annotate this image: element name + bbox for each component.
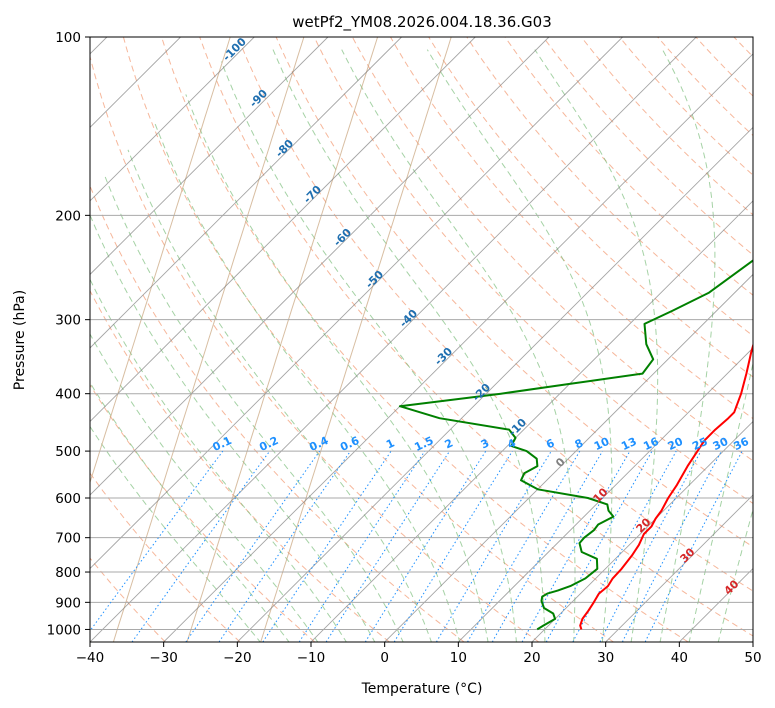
mixing-ratio-label: 13 bbox=[619, 435, 638, 453]
reference-curve bbox=[112, 37, 305, 642]
isotherm bbox=[237, 126, 753, 642]
isotherm bbox=[458, 347, 753, 642]
moist-adiabat bbox=[90, 425, 261, 642]
dry-adiabat bbox=[122, 37, 614, 642]
profiles bbox=[398, 259, 753, 631]
mixing-ratio-label: 30 bbox=[711, 435, 731, 453]
mixing-ratio-line bbox=[185, 450, 321, 642]
y-axis: 1000 900 800 700 600 500 400 300 200 100 bbox=[47, 30, 90, 638]
isotherm bbox=[90, 37, 550, 496]
chart-title: wetPf2_YM08.2026.004.18.36.G03 bbox=[292, 13, 551, 32]
moist-adiabat bbox=[659, 49, 716, 642]
reference-curve bbox=[90, 37, 231, 484]
mixing-ratio-label: 20 bbox=[666, 435, 686, 453]
y-tick-label: 500 bbox=[55, 444, 81, 460]
y-tick-label: 1000 bbox=[47, 622, 81, 638]
x-tick-label: 30 bbox=[597, 650, 614, 666]
y-tick-label: 800 bbox=[55, 565, 81, 581]
y-tick-label: 100 bbox=[55, 30, 81, 46]
mixing-ratio-line bbox=[393, 450, 513, 642]
dry-adiabat bbox=[313, 37, 753, 505]
reference-curve bbox=[260, 37, 452, 642]
mixing-ratio-label: 10 bbox=[592, 435, 612, 453]
moist-adiabat bbox=[688, 361, 753, 642]
mixing-ratio-line bbox=[572, 450, 677, 642]
x-tick-label: −20 bbox=[223, 650, 252, 666]
y-tick-label: 200 bbox=[55, 208, 81, 224]
dry-adiabat bbox=[90, 54, 540, 642]
x-axis-label: Temperature (°C) bbox=[361, 681, 483, 697]
mixing-ratio-label: 25 bbox=[690, 435, 709, 453]
x-axis: −40 −30 −20 −10 0 10 20 30 40 50 bbox=[76, 642, 762, 666]
dry-adiabat bbox=[90, 184, 465, 642]
dry-adiabat bbox=[237, 37, 753, 592]
x-tick-label: 10 bbox=[450, 650, 467, 666]
isotherm bbox=[90, 37, 255, 202]
moist-adiabat bbox=[90, 278, 347, 642]
x-tick-label: 0 bbox=[380, 650, 389, 666]
moist-adiabat bbox=[90, 381, 290, 642]
x-tick-label: 20 bbox=[523, 650, 540, 666]
x-tick-label: −10 bbox=[297, 650, 326, 666]
x-tick-label: −30 bbox=[149, 650, 178, 666]
dry-adiabat bbox=[351, 37, 753, 462]
dry-adiabat bbox=[428, 37, 753, 378]
mixing-ratio-label: 16 bbox=[641, 435, 661, 453]
moist-adiabat bbox=[534, 49, 659, 642]
mixing-ratio-line bbox=[218, 450, 351, 642]
y-tick-label: 700 bbox=[55, 531, 81, 547]
mixing-ratio-line bbox=[435, 450, 552, 642]
temperature-profile-line bbox=[579, 342, 753, 630]
mixing-ratio-line bbox=[325, 450, 451, 642]
mixing-ratio-line bbox=[545, 450, 653, 642]
dry-adiabat bbox=[504, 37, 753, 296]
moist-adiabat bbox=[220, 61, 518, 642]
isotherm bbox=[163, 53, 753, 642]
moist-adiabat bbox=[103, 173, 404, 642]
mixing-ratio-line bbox=[491, 450, 603, 642]
y-tick-label: 300 bbox=[55, 313, 81, 329]
moist-adiabat bbox=[717, 507, 753, 642]
dry-adiabat bbox=[619, 37, 753, 176]
x-tick-label: 40 bbox=[671, 650, 688, 666]
isotherm bbox=[531, 420, 753, 642]
dry-adiabat bbox=[390, 37, 753, 420]
isotherm bbox=[90, 37, 329, 276]
moist-adiabat bbox=[90, 333, 319, 642]
moist-adiabat bbox=[272, 49, 546, 642]
dewpoint-profile-line bbox=[398, 259, 753, 631]
isotherm bbox=[605, 494, 753, 642]
dry-adiabat bbox=[466, 37, 753, 337]
moist-adiabat bbox=[127, 149, 432, 642]
isotherm bbox=[90, 37, 697, 642]
moist-adiabat bbox=[341, 49, 576, 642]
mixing-ratio-label: 36 bbox=[732, 435, 752, 453]
moist-adiabat bbox=[90, 213, 376, 642]
isotherm bbox=[310, 200, 753, 642]
isotherm bbox=[90, 37, 402, 349]
x-tick-label: −40 bbox=[76, 650, 105, 666]
y-tick-label: 400 bbox=[55, 387, 81, 403]
mixing-ratio-line bbox=[131, 450, 271, 642]
isotherm bbox=[384, 273, 753, 642]
mixing-ratio-line bbox=[364, 450, 487, 642]
isotherm bbox=[90, 37, 476, 423]
plot-frame bbox=[89, 36, 754, 643]
x-tick-label: 50 bbox=[744, 650, 761, 666]
dry-adiabat bbox=[90, 289, 390, 642]
y-tick-label: 600 bbox=[55, 491, 81, 507]
isotherm bbox=[90, 37, 623, 570]
reference-curve bbox=[186, 37, 379, 642]
dry-adiabat bbox=[161, 37, 689, 642]
y-axis-label: Pressure (hPa) bbox=[12, 290, 28, 390]
y-tick-label: 900 bbox=[55, 595, 81, 611]
mixing-ratio-line bbox=[521, 450, 631, 642]
background-lines bbox=[90, 37, 753, 642]
dry-adiabat bbox=[90, 383, 316, 642]
mixing-ratio-line bbox=[467, 450, 581, 642]
moist-adiabat bbox=[154, 123, 461, 642]
